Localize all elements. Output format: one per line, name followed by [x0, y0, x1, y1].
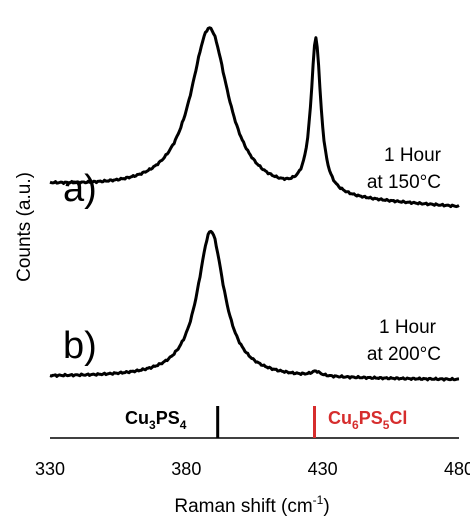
spectrum-line-b — [49, 229, 460, 382]
x-tick-label-480: 480 — [444, 459, 470, 479]
panel-a-condition-line2: at 150°C — [367, 172, 441, 193]
x-tick-label-380: 380 — [171, 459, 201, 479]
x-tick-labels: 330 380 430 480 — [35, 459, 470, 479]
y-axis-title: Counts (a.u.) — [14, 172, 35, 282]
x-axis-title: Raman shift (cm-1) — [174, 493, 329, 517]
x-tick-label-330: 330 — [35, 459, 65, 479]
x-tick-label-430: 430 — [308, 459, 338, 479]
panel-a-label: a) — [63, 168, 97, 210]
panel-a-condition-line1: 1 Hour — [384, 145, 442, 166]
panel-b-condition-line2: at 200°C — [367, 344, 441, 365]
reference-label-cu6ps5cl: Cu6PS5Cl — [328, 408, 407, 432]
reference-label-cu3ps4: Cu3PS4 — [125, 408, 187, 432]
spectrum-line-a — [49, 26, 460, 209]
panel-b-condition-line1: 1 Hour — [379, 317, 437, 338]
panel-b-label: b) — [63, 325, 97, 367]
spectra-group — [49, 26, 460, 382]
